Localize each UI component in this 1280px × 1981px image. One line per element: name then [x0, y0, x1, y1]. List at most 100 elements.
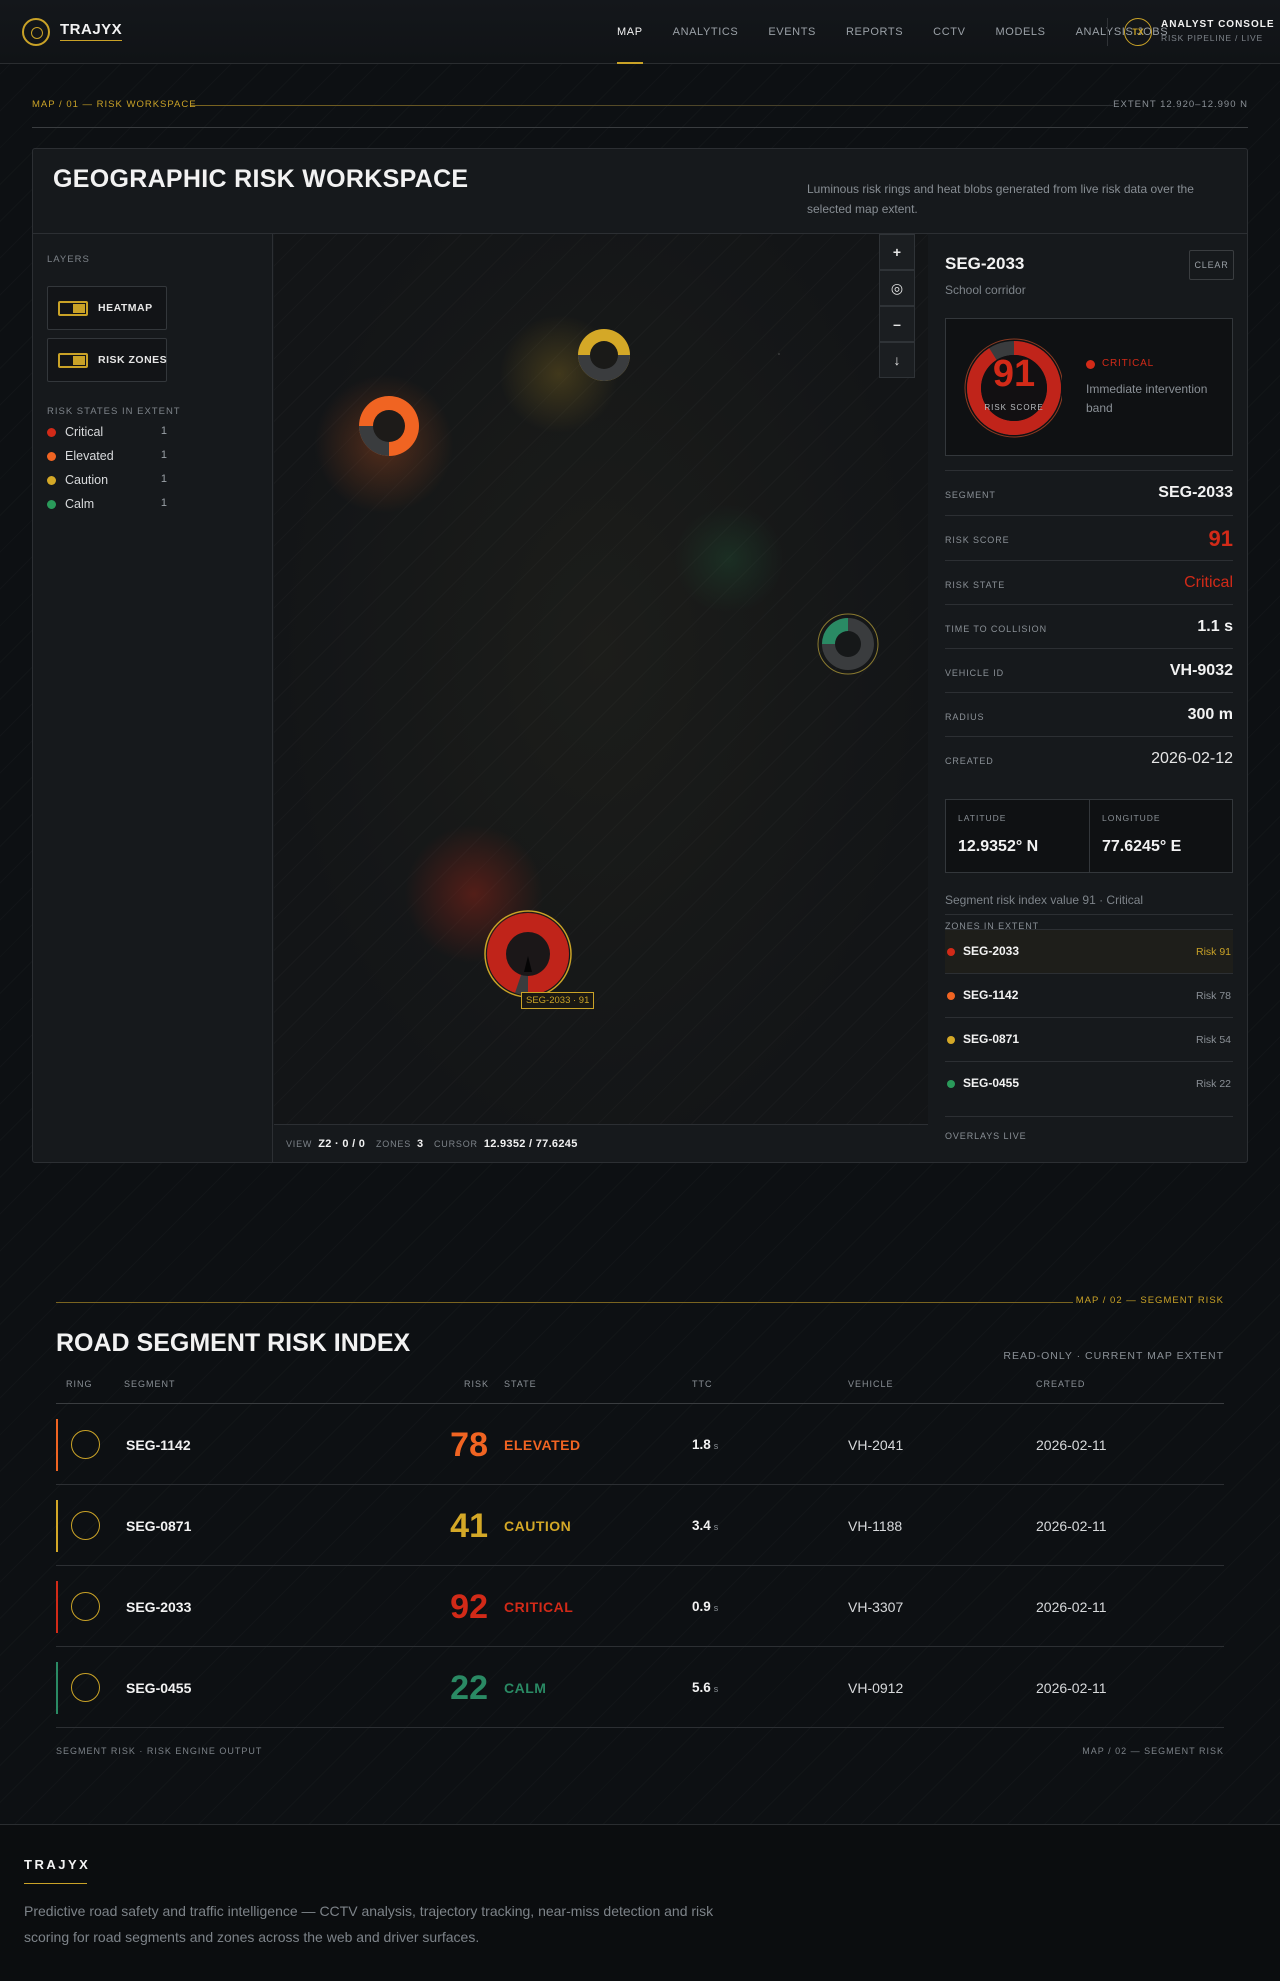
risk-zones-toggle[interactable]: RISK ZONES: [47, 338, 167, 382]
zone-name: SEG-1142: [963, 988, 1019, 1002]
row-vehicle: VH-3307: [848, 1599, 904, 1615]
user-avatar[interactable]: TX: [1124, 18, 1152, 46]
overlays-row: OVERLAYS LIVE: [945, 1116, 1233, 1146]
state-name: Calm: [65, 497, 95, 511]
status-dot-icon: [47, 428, 56, 437]
table-row[interactable]: SEG-2033 92 CRITICAL 0.9 s VH-3307 2026-02-11: [56, 1566, 1224, 1647]
zoom-out-button[interactable]: –: [879, 306, 915, 342]
row-accent-bar: [56, 1581, 58, 1633]
table-footer-left: SEGMENT RISK · RISK ENGINE OUTPUT: [56, 1746, 263, 1756]
status-dot-icon: [1086, 360, 1095, 369]
nav-item-map[interactable]: MAP: [602, 0, 658, 64]
detail-field-row: TIME TO COLLISION 1.1 s: [945, 604, 1233, 648]
row-risk: 41: [450, 1507, 488, 1545]
extent-readout: EXTENT 12.920–12.990 N: [1113, 99, 1248, 110]
layers-heading: LAYERS: [47, 254, 90, 265]
col-header-created: CREATED: [1036, 1379, 1086, 1389]
row-state: CALM: [504, 1680, 547, 1696]
col-header-risk: RISK: [464, 1379, 490, 1389]
segment-title: SEG-2033: [945, 254, 1025, 273]
detail-field-row: SEGMENT SEG-2033: [945, 470, 1233, 515]
risk-map[interactable]: SEG-2033 · 91 + ◎ – ↓ VIEW Z2 · 0 / 0 ZON…: [274, 234, 928, 1162]
latitude-label: LATITUDE: [958, 813, 1007, 823]
state-count: 1: [160, 497, 167, 509]
segment-detail-panel: SEG-2033 School corridor CLEAR 91 RISK S…: [929, 234, 1247, 1162]
zone-item-seg-2033[interactable]: SEG-2033 Risk 91: [945, 929, 1233, 973]
risk-ring-seg-0455[interactable]: [817, 613, 879, 675]
zone-item-seg-0871[interactable]: SEG-0871 Risk 54: [945, 1017, 1233, 1061]
row-vehicle: VH-1188: [848, 1518, 903, 1534]
risk-score-card: 91 RISK SCORE CRITICAL Immediate interve…: [945, 318, 1233, 456]
table-meta: READ-ONLY · CURRENT MAP EXTENT: [1003, 1350, 1224, 1362]
nav-item-models[interactable]: MODELS: [995, 26, 1046, 38]
state-name: Caution: [65, 473, 109, 487]
row-segment: SEG-0455: [126, 1680, 192, 1696]
risk-ring-seg-2033[interactable]: [484, 910, 572, 998]
zone-item-seg-1142[interactable]: SEG-1142 Risk 78: [945, 973, 1233, 1017]
col-header-segment: SEGMENT: [124, 1379, 176, 1389]
brand-logo[interactable]: TRAJYX: [60, 21, 123, 41]
nav-item-reports[interactable]: REPORTS: [845, 26, 904, 38]
heatmap-toggle[interactable]: HEATMAP: [47, 286, 167, 330]
download-icon[interactable]: ↓: [879, 342, 915, 378]
footer-brand[interactable]: TRAJYX: [24, 1857, 91, 1872]
nav-item-cctv[interactable]: CCTV: [933, 26, 966, 38]
clear-button[interactable]: CLEAR: [1189, 250, 1234, 280]
section-divider: [191, 105, 1113, 106]
state-count: 1: [160, 425, 167, 437]
longitude-label: LONGITUDE: [1102, 813, 1161, 823]
latitude-value: 12.9352° N: [958, 838, 1039, 855]
zones-heading-row: ZONES IN EXTENT: [945, 914, 1233, 931]
toggle-label: RISK ZONES: [98, 354, 168, 366]
recenter-icon[interactable]: ◎: [879, 270, 915, 306]
card-divider: [33, 233, 1247, 234]
segment-subtitle: School corridor: [945, 283, 1026, 297]
zone-item-seg-0455[interactable]: SEG-0455 Risk 22: [945, 1061, 1233, 1105]
workspace-description: Luminous risk rings and heat blobs gener…: [807, 182, 1194, 216]
coordinates-box: LATITUDE 12.9352° N LONGITUDE 77.6245° E: [945, 799, 1233, 873]
detail-field-key: RADIUS: [945, 712, 985, 722]
ring-icon: [71, 1592, 100, 1621]
console-subtitle: RISK PIPELINE / LIVE: [1161, 33, 1263, 43]
table-row[interactable]: SEG-1142 78 ELEVATED 1.8 s VH-2041 2026-02-11: [56, 1404, 1224, 1485]
status-dot-icon: [947, 1036, 955, 1044]
toggle-switch-icon: [58, 301, 88, 316]
row-created: 2026-02-11: [1036, 1518, 1107, 1534]
risk-state-critical: Critical 1: [47, 424, 167, 442]
detail-field-row: RISK SCORE 91: [945, 515, 1233, 560]
risk-ring-seg-0871[interactable]: [578, 329, 630, 381]
nav-item-analysis-jobs[interactable]: ANALYSIS JOBS: [1075, 26, 1169, 38]
zoom-in-button[interactable]: +: [879, 234, 915, 270]
risk-ring-seg-1142[interactable]: [359, 396, 419, 456]
detail-field-value: 300 m: [1187, 706, 1233, 723]
state-description: Immediate intervention band: [1086, 382, 1208, 415]
logo-icon[interactable]: [22, 18, 50, 46]
section-label: MAP / 02 — SEGMENT RISK: [1075, 1295, 1224, 1306]
segment-note: Segment risk index value 91 · Critical: [945, 893, 1144, 907]
nav-item-events[interactable]: EVENTS: [768, 26, 816, 38]
section-rule: [32, 127, 1248, 128]
zone-risk: Risk 22: [1195, 1078, 1231, 1090]
detail-field-key: RISK SCORE: [945, 535, 1010, 545]
detail-field-key: CREATED: [945, 756, 994, 766]
risk-states-heading: RISK STATES IN EXTENT: [47, 406, 181, 417]
row-vehicle: VH-2041: [848, 1437, 904, 1453]
footer-description: Predictive road safety and traffic intel…: [24, 1903, 714, 1945]
zones-readout: ZONES 3: [376, 1138, 424, 1150]
toggle-switch-icon: [58, 353, 88, 368]
table-title: ROAD SEGMENT RISK INDEX: [56, 1329, 411, 1357]
row-created: 2026-02-11: [1036, 1599, 1107, 1615]
ring-icon: [71, 1511, 100, 1540]
table-row[interactable]: SEG-0455 22 CALM 5.6 s VH-0912 2026-02-11: [56, 1647, 1224, 1728]
row-risk: 22: [450, 1669, 488, 1707]
ring-icon: [71, 1673, 100, 1702]
selected-zone-tag: SEG-2033 · 91: [521, 992, 595, 1009]
detail-field-row: VEHICLE ID VH-9032: [945, 648, 1233, 692]
heat-blob: [674, 504, 784, 614]
risk-state-calm: Calm 1: [47, 496, 167, 514]
table-row[interactable]: SEG-0871 41 CAUTION 3.4 s VH-1188 2026-02-11: [56, 1485, 1224, 1566]
nav-item-analytics[interactable]: ANALYTICS: [672, 26, 739, 38]
status-dot-icon: [47, 476, 56, 485]
risk-score-gauge: [964, 338, 1062, 438]
risk-score-label: RISK SCORE: [984, 403, 1044, 412]
